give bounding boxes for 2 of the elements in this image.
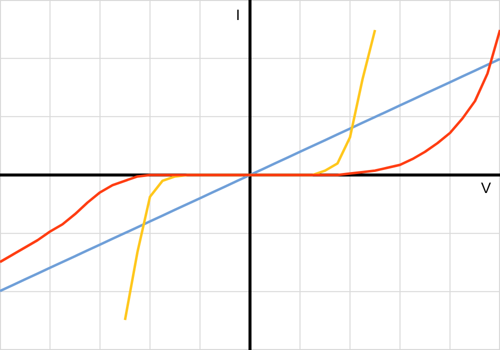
x-axis-title: V (480, 180, 492, 197)
y-axis-title: I (236, 7, 240, 24)
